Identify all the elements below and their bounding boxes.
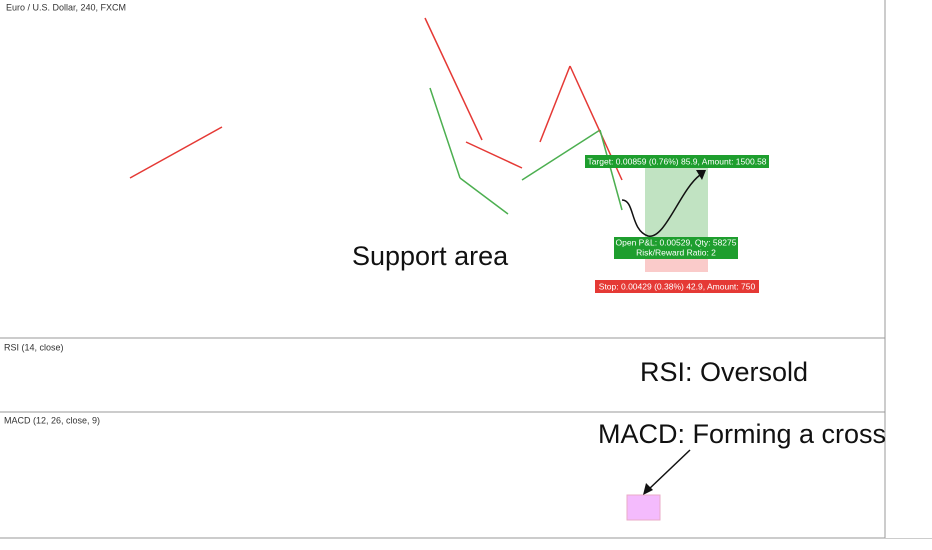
arrow xyxy=(647,449,691,491)
stop-label-box xyxy=(595,280,759,293)
arrow-head xyxy=(643,483,653,495)
pane-title: MACD (12, 26, close, 9) xyxy=(4,415,100,425)
pane-title: RSI (14, close) xyxy=(4,342,64,352)
trend-line xyxy=(129,126,223,179)
arrow-head xyxy=(696,170,706,180)
annotation: MACD: Forming a cross xyxy=(598,419,886,449)
chart-title: Euro / U.S. Dollar, 240, FXCM xyxy=(6,2,126,12)
trend-line xyxy=(429,87,461,179)
trend-line xyxy=(424,17,483,141)
annotation: Support area xyxy=(352,241,509,271)
highlight-box xyxy=(626,494,661,521)
annotation: RSI: Oversold xyxy=(640,357,808,387)
ratio-label: Risk/Reward Ratio: 2 xyxy=(636,247,716,257)
open-label: Open P&L: 0.00529, Qty: 58275 xyxy=(616,237,737,247)
target-label-box xyxy=(585,155,769,168)
open-label-box xyxy=(614,237,738,259)
trend-line xyxy=(465,141,523,169)
trend-line xyxy=(599,129,623,211)
target-label: Target: 0.00859 (0.76%) 85.9, Amount: 15… xyxy=(587,156,766,166)
stop-label: Stop: 0.00429 (0.38%) 42.9, Amount: 750 xyxy=(599,281,756,291)
trend-line xyxy=(521,129,601,181)
price-axis xyxy=(885,0,932,538)
projection xyxy=(621,174,701,237)
trend-line xyxy=(459,177,509,215)
trend-line xyxy=(539,65,571,143)
